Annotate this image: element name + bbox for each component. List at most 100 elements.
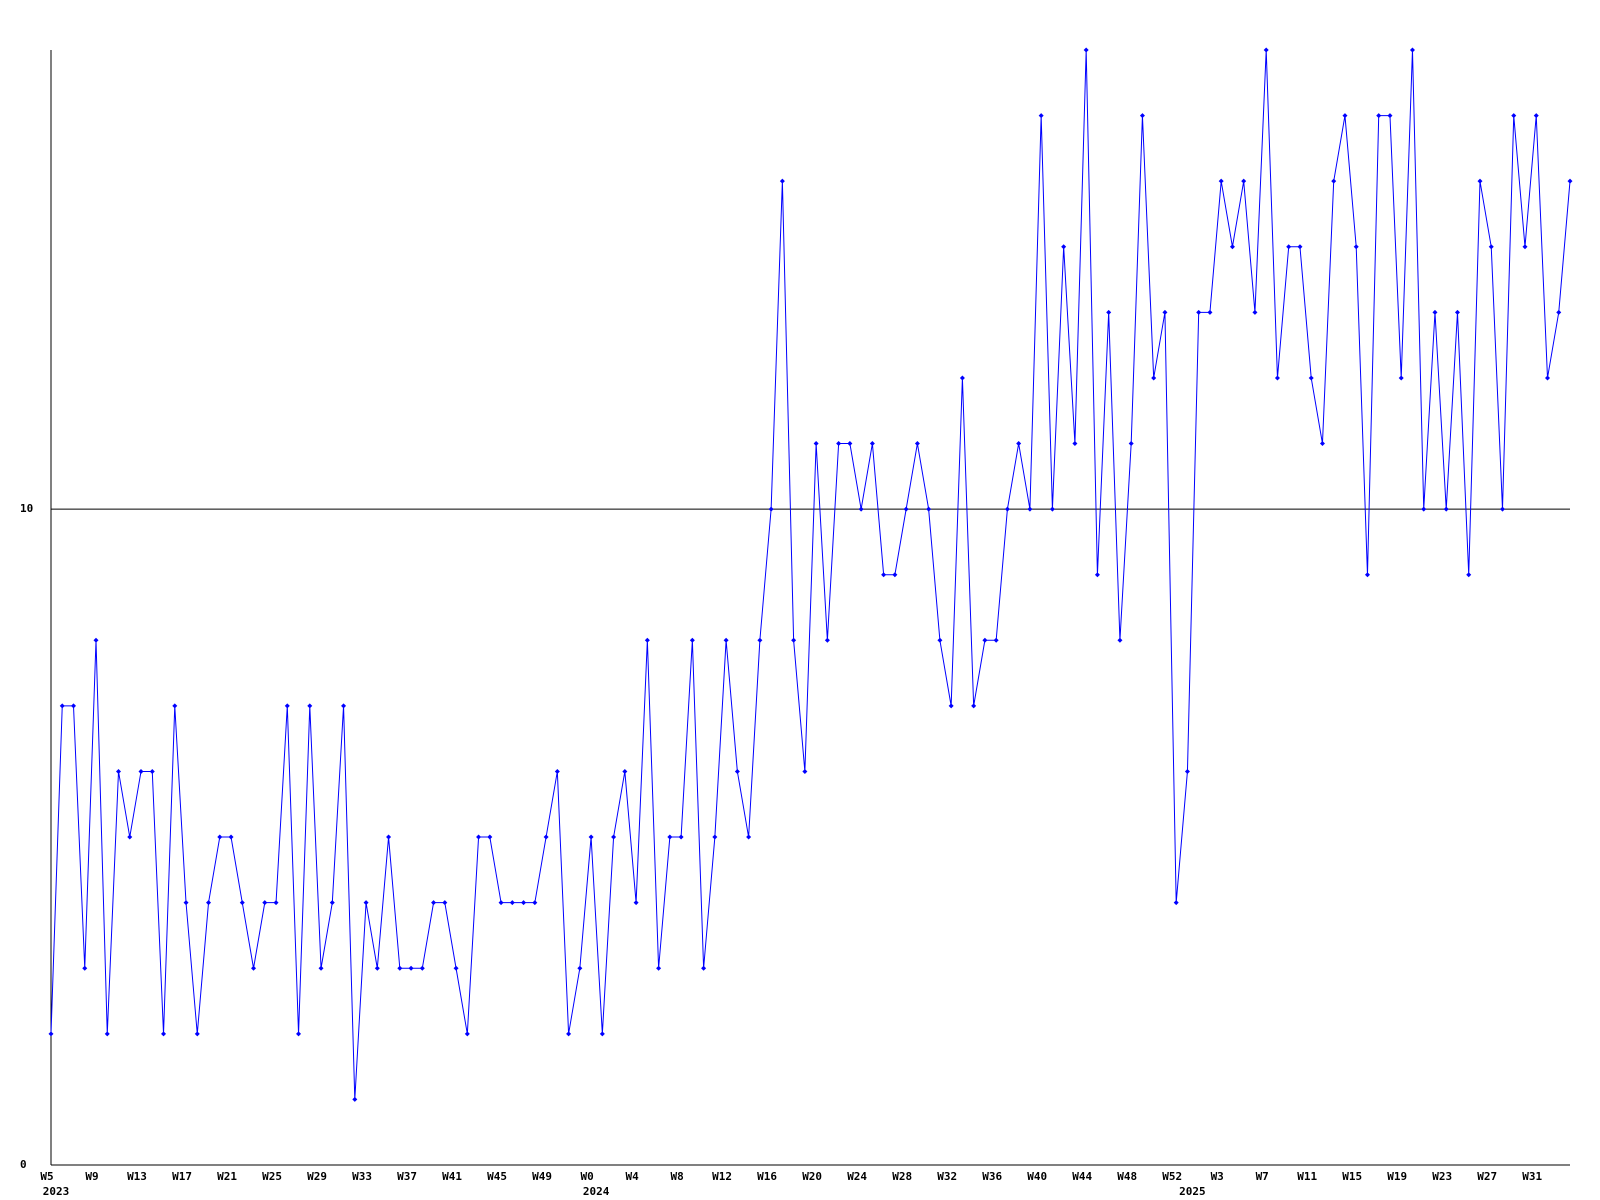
- data-point: [1263, 47, 1269, 53]
- data-point: [948, 703, 954, 709]
- data-point: [712, 834, 718, 840]
- data-point: [746, 834, 752, 840]
- data-point: [678, 834, 684, 840]
- data-point: [1252, 309, 1258, 315]
- x-tick-label: W23: [1432, 1170, 1452, 1183]
- data-point: [183, 900, 189, 906]
- data-point: [554, 768, 560, 774]
- data-point: [1432, 309, 1438, 315]
- data-point: [93, 637, 99, 643]
- data-point: [1184, 768, 1190, 774]
- data-point: [869, 441, 875, 447]
- x-tick-label: W45: [487, 1170, 507, 1183]
- data-point: [127, 834, 133, 840]
- x-tick-label: W9: [85, 1170, 98, 1183]
- x-tick-label: W36: [982, 1170, 1002, 1183]
- data-point: [1016, 441, 1022, 447]
- data-point: [757, 637, 763, 643]
- data-point: [577, 965, 583, 971]
- data-point: [71, 703, 77, 709]
- data-point: [622, 768, 628, 774]
- data-point: [1499, 506, 1505, 512]
- data-point: [1027, 506, 1033, 512]
- data-point: [487, 834, 493, 840]
- x-tick-label: W29: [307, 1170, 327, 1183]
- data-point: [881, 572, 887, 578]
- data-point: [824, 637, 830, 643]
- data-point: [1308, 375, 1314, 381]
- data-point: [206, 900, 212, 906]
- data-point: [543, 834, 549, 840]
- data-point: [1207, 309, 1213, 315]
- data-point: [1342, 113, 1348, 119]
- data-point: [374, 965, 380, 971]
- data-point: [284, 703, 290, 709]
- data-point: [1241, 178, 1247, 184]
- year-label: 2025: [1179, 1185, 1206, 1198]
- data-point: [1117, 637, 1123, 643]
- data-point: [273, 900, 279, 906]
- data-point: [1567, 178, 1573, 184]
- x-tick-label: W0: [580, 1170, 593, 1183]
- data-point: [1533, 113, 1539, 119]
- data-point: [1331, 178, 1337, 184]
- x-tick-label: W4: [625, 1170, 639, 1183]
- data-point: [1139, 113, 1145, 119]
- x-tick-label: W12: [712, 1170, 732, 1183]
- data-point: [161, 1031, 167, 1037]
- x-tick-label: W27: [1477, 1170, 1497, 1183]
- data-point: [1477, 178, 1483, 184]
- data-point: [892, 572, 898, 578]
- data-point: [1004, 506, 1010, 512]
- data-point: [442, 900, 448, 906]
- data-point: [588, 834, 594, 840]
- data-point: [262, 900, 268, 906]
- x-tick-label: W16: [757, 1170, 777, 1183]
- data-point: [656, 965, 662, 971]
- data-point: [318, 965, 324, 971]
- data-point: [779, 178, 785, 184]
- data-point: [903, 506, 909, 512]
- data-point: [217, 834, 223, 840]
- x-tick-label: W32: [937, 1170, 957, 1183]
- data-point: [1173, 900, 1179, 906]
- x-tick-label: W44: [1072, 1170, 1092, 1183]
- data-point: [48, 1031, 54, 1037]
- data-point: [1083, 47, 1089, 53]
- y-tick-label: 10: [20, 502, 33, 515]
- data-point: [386, 834, 392, 840]
- data-point: [1128, 441, 1134, 447]
- data-point: [509, 900, 515, 906]
- data-point: [937, 637, 943, 643]
- data-point: [1072, 441, 1078, 447]
- data-point: [1466, 572, 1472, 578]
- data-point: [1049, 506, 1055, 512]
- x-tick-label: W37: [397, 1170, 417, 1183]
- x-tick-label: W7: [1256, 1170, 1269, 1183]
- data-point: [1364, 572, 1370, 578]
- data-point: [1297, 244, 1303, 250]
- x-tick-label: W48: [1117, 1170, 1137, 1183]
- data-point: [341, 703, 347, 709]
- x-tick-label: W19: [1387, 1170, 1407, 1183]
- x-tick-label: W20: [802, 1170, 822, 1183]
- x-tick-label: W21: [217, 1170, 237, 1183]
- data-point: [194, 1031, 200, 1037]
- data-point: [836, 441, 842, 447]
- data-point: [397, 965, 403, 971]
- data-point: [138, 768, 144, 774]
- data-point: [476, 834, 482, 840]
- data-point: [1544, 375, 1550, 381]
- data-point: [1218, 178, 1224, 184]
- x-tick-label: W28: [892, 1170, 912, 1183]
- data-point: [431, 900, 437, 906]
- data-point: [82, 965, 88, 971]
- data-point: [1061, 244, 1067, 250]
- x-tick-label: W5: [40, 1170, 53, 1183]
- x-tick-label: W25: [262, 1170, 282, 1183]
- data-point: [802, 768, 808, 774]
- x-tick-label: W15: [1342, 1170, 1362, 1183]
- data-point: [59, 703, 65, 709]
- data-point: [1409, 47, 1415, 53]
- data-point: [667, 834, 673, 840]
